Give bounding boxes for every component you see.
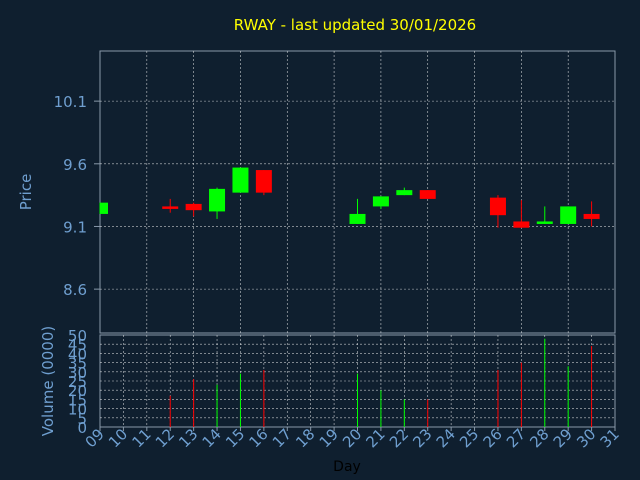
volume-axis-label: Volume (0000) — [39, 326, 57, 436]
candle-body — [536, 221, 553, 224]
volume-tick-label: 20 — [68, 382, 87, 400]
volume-tick-label: 0 — [77, 419, 87, 437]
candle-body — [489, 197, 506, 216]
volume-tick-label: 40 — [68, 345, 87, 363]
candle-body — [209, 188, 226, 212]
volume-tick-label: 30 — [68, 364, 87, 382]
volume-tick-label: 35 — [68, 355, 87, 373]
volume-tick-label: 50 — [68, 327, 87, 345]
volume-tick-label: 5 — [77, 410, 87, 428]
candle-body — [419, 190, 436, 199]
candle-body — [100, 202, 108, 214]
candle-body — [583, 213, 600, 219]
price-tick-label: 10.1 — [54, 93, 87, 111]
price-tick-label: 8.6 — [63, 281, 87, 299]
candle-body — [349, 213, 366, 224]
price-tick-label: 9.6 — [63, 156, 87, 174]
candle-body — [372, 196, 389, 207]
volume-tick-label: 25 — [68, 373, 87, 391]
price-axis-label: Price — [17, 174, 35, 211]
volume-tick-label: 45 — [68, 336, 87, 354]
chart-title: RWAY - last updated 30/01/2026 — [234, 16, 476, 34]
price-panel: 8.6 9.1 9.6 10.1 — [54, 50, 616, 334]
volume-tick-label: 15 — [68, 391, 87, 409]
candle-body — [396, 190, 413, 196]
price-tick-label: 9.1 — [63, 218, 87, 236]
candle-body — [185, 203, 202, 211]
candle-body — [560, 206, 577, 224]
candle-body — [513, 221, 530, 228]
price-plot-frame — [99, 50, 616, 334]
candle-body — [255, 170, 272, 193]
volume-tick-label: 10 — [68, 401, 87, 419]
candle-body — [232, 167, 249, 193]
candle-body — [162, 206, 179, 209]
day-axis-label: Day — [333, 459, 361, 475]
